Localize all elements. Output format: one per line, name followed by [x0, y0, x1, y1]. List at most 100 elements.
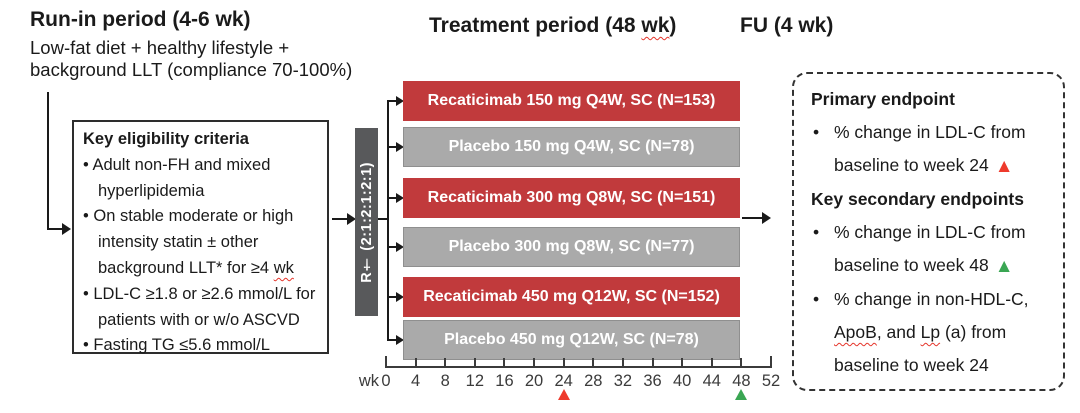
eligibility-to-randomization-line	[332, 218, 348, 220]
bullet-icon: •	[813, 222, 820, 242]
treatment-title-wavy-word: wk	[641, 14, 670, 37]
secondary-endpoint2-line1: • % change in non-HDL-C,	[811, 283, 1053, 316]
eligibility-to-randomization-arrowhead-icon	[347, 213, 356, 225]
axis-tick-label: 44	[702, 372, 721, 390]
eligibility-line: • Fasting TG ≤5.6 mmol/L	[83, 336, 270, 355]
treatment-period-title: Treatment period (48 wk)	[429, 14, 676, 38]
branch-line	[389, 197, 397, 199]
green-triangle-icon: ▲	[994, 256, 1014, 277]
arms-to-endpoints-arrowhead-icon	[762, 212, 771, 224]
secondary-endpoint-text: baseline to week 48	[834, 255, 989, 275]
eligibility-line-text: background LLT* for ≥4	[98, 258, 274, 277]
branch-arrowhead-icon	[396, 335, 404, 345]
secondary-endpoint2-line2: ApoB, and Lp (a) from	[811, 316, 1053, 349]
arm-bar-placebo-150: Placebo 150 mg Q4W, SC (N=78)	[403, 127, 740, 167]
axis-tick	[503, 358, 506, 366]
axis-tick	[473, 358, 476, 366]
axis-tick-label: 48	[732, 372, 751, 390]
eligibility-line: • On stable moderate or high	[83, 207, 294, 226]
eligibility-line: intensity statin ± other	[98, 233, 259, 252]
axis-tick	[414, 358, 417, 366]
run-in-connector-vertical-line	[47, 92, 49, 230]
axis-tick-label: 20	[524, 372, 544, 390]
run-in-subtitle-line2: background LLT (compliance 70-100%)	[30, 59, 353, 80]
red-triangle-icon: ▲	[994, 156, 1014, 177]
branch-line	[389, 296, 397, 298]
axis-unit-label: wk	[358, 372, 379, 390]
eligibility-title: Key eligibility criteria	[83, 130, 249, 148]
run-in-period-subtitle: Low-fat diet + healthy lifestyle + backg…	[30, 37, 352, 81]
axis-tick	[681, 358, 684, 366]
randomization-trunk-vertical	[387, 100, 389, 341]
bullet-icon: •	[813, 289, 820, 309]
axis-tick-label: 36	[643, 372, 662, 390]
treatment-title-text: Treatment period (48	[429, 14, 642, 37]
secondary-endpoint-text: baseline to week 24	[834, 355, 989, 375]
axis-tick-label: 12	[465, 372, 485, 390]
eligibility-box: Key eligibility criteria • Adult non-FH …	[72, 120, 329, 354]
axis-tick-label: 0	[381, 372, 391, 390]
randomization-label: R† (2:1:2:1:2:1)	[358, 161, 375, 283]
run-in-connector-horizontal-line	[47, 228, 63, 230]
axis-tick-label: 4	[411, 372, 421, 390]
branch-line	[389, 146, 397, 148]
secondary-endpoint-text: % change in LDL-C from	[834, 222, 1026, 242]
primary-endpoint-title: Primary endpoint	[811, 89, 955, 109]
axis-tick-label: 32	[613, 372, 633, 390]
secondary-endpoint1-line2: baseline to week 48 ▲	[811, 249, 1053, 283]
branch-arrowhead-icon	[396, 292, 404, 302]
eligibility-line-wavy-word: wk	[273, 258, 294, 277]
axis-tick	[592, 358, 595, 366]
axis-tick-label: 52	[761, 372, 781, 390]
primary-endpoint-line1: • % change in LDL-C from	[811, 116, 1053, 149]
arms-to-endpoints-line	[742, 217, 763, 219]
primary-endpoint-week-marker-icon	[557, 389, 570, 400]
eligibility-line: • Adult non-FH and mixed	[83, 155, 271, 174]
primary-endpoint-text: baseline to week 24	[834, 155, 989, 175]
bullet-icon: •	[813, 122, 820, 142]
endpoints-box: Primary endpoint • % change in LDL-C from…	[792, 72, 1065, 391]
arm-bar-recaticimab-150: Recaticimab 150 mg Q4W, SC (N=153)	[403, 81, 740, 121]
run-in-subtitle-line1: Low-fat diet + healthy lifestyle +	[30, 37, 290, 58]
arm-bar-placebo-300: Placebo 300 mg Q8W, SC (N=77)	[403, 227, 740, 267]
branch-arrowhead-icon	[396, 242, 404, 252]
eligibility-line: background LLT* for ≥4 wk	[83, 256, 321, 282]
axis-tick-label: 8	[440, 372, 450, 390]
arm-bar-recaticimab-300: Recaticimab 300 mg Q8W, SC (N=151)	[403, 178, 740, 218]
arm-bar-placebo-450: Placebo 450 mg Q12W, SC (N=78)	[403, 320, 740, 360]
axis-tick	[562, 358, 565, 366]
branch-line	[389, 339, 397, 341]
randomization-trunk-horizontal	[378, 218, 388, 220]
axis-tick	[621, 358, 624, 366]
axis-tick	[710, 358, 713, 366]
axis-tick	[444, 358, 447, 366]
arm-bar-recaticimab-450: Recaticimab 450 mg Q12W, SC (N=152)	[403, 277, 740, 317]
axis-tick-label: 28	[584, 372, 603, 390]
axis-tick-label: 40	[672, 372, 692, 390]
axis-tick	[770, 356, 772, 368]
eligibility-line: hyperlipidemia	[98, 181, 205, 200]
secondary-endpoint-text: (a) from	[940, 322, 1007, 342]
axis-tick-label: 16	[495, 372, 514, 390]
randomization-box: R† (2:1:2:1:2:1)	[355, 128, 378, 316]
follow-up-title: FU (4 wk)	[740, 14, 834, 37]
wavy-word-lp: Lp	[920, 322, 941, 342]
axis-tick	[740, 358, 743, 366]
secondary-endpoint2-line3: baseline to week 24	[811, 349, 1053, 382]
secondary-endpoints-title: Key secondary endpoints	[811, 189, 1024, 209]
secondary-endpoint-week-marker-icon	[735, 389, 748, 400]
axis-tick	[385, 356, 387, 368]
axis-tick	[533, 358, 536, 366]
treatment-title-close: )	[669, 14, 677, 37]
run-in-period-title: Run-in period (4-6 wk)	[30, 8, 251, 31]
run-in-connector-arrowhead-icon	[62, 223, 71, 235]
wavy-word-apob: ApoB	[834, 322, 877, 342]
secondary-endpoint-text: , and	[876, 322, 921, 342]
eligibility-line: • LDL-C ≥1.8 or ≥2.6 mmol/L for	[83, 284, 316, 303]
branch-arrowhead-icon	[396, 142, 404, 152]
secondary-endpoint1-line1: • % change in LDL-C from	[811, 216, 1053, 249]
branch-arrowhead-icon	[396, 193, 404, 203]
branch-line	[389, 100, 397, 102]
axis-tick	[651, 358, 654, 366]
